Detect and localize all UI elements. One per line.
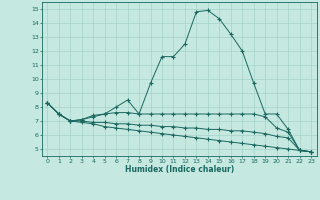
X-axis label: Humidex (Indice chaleur): Humidex (Indice chaleur) xyxy=(124,165,234,174)
